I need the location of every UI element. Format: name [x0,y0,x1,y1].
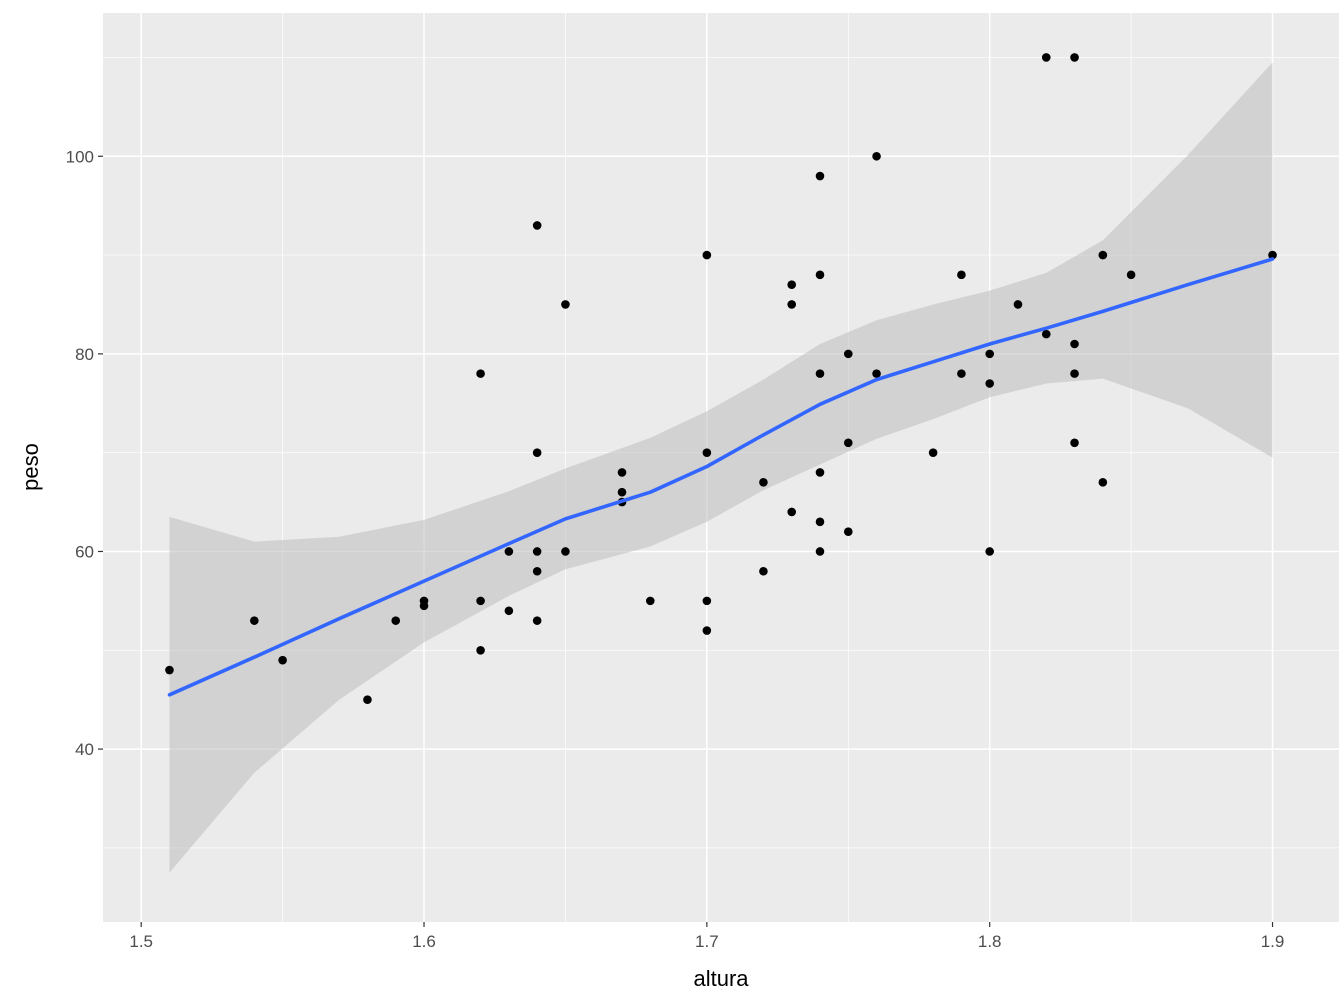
y-axis-title: peso [18,443,43,491]
data-point [532,566,542,576]
confidence-band [169,62,1273,873]
data-point [1041,53,1051,62]
data-point [476,596,485,606]
data-point [278,655,287,665]
data-point [532,547,542,556]
data-point [759,478,768,487]
data-point [815,468,825,477]
data-point [1268,250,1277,260]
data-point [1013,300,1023,309]
data-point [702,596,712,606]
data-point [957,270,966,280]
data-point [872,369,881,378]
data-point [391,616,401,625]
data-point [617,487,627,497]
data-point [476,645,485,655]
data-point [532,448,542,457]
data-point [787,300,797,309]
data-point [1098,478,1108,487]
data-point [985,379,994,388]
data-point [504,547,514,556]
data-point [645,596,655,606]
data-point [165,665,174,675]
data-point [815,517,825,527]
data-point [419,601,429,611]
data-point [815,171,825,181]
data-point [787,507,797,517]
data-point [504,606,514,616]
data-point [532,221,542,230]
x-axis-title: altura [693,966,749,991]
data-point [702,448,712,457]
data-point [815,547,825,556]
y-tick-label: 40 [75,740,94,759]
data-point [363,695,372,704]
data-point [1041,329,1051,339]
data-point [985,349,994,359]
x-tick-label: 1.9 [1261,932,1285,951]
y-tick-label: 100 [66,147,94,166]
data-point [702,626,712,635]
data-point [1070,339,1079,349]
data-point [872,151,881,161]
axis-ticks [98,155,1274,927]
data-point [702,250,712,260]
x-tick-label: 1.6 [412,932,436,951]
data-point [759,566,768,576]
data-point [1126,270,1136,280]
data-point [1098,250,1108,260]
data-point [928,448,938,457]
data-point [957,369,966,378]
data-point [843,349,853,359]
data-point [1070,438,1079,448]
data-point [1070,369,1079,378]
x-tick-label: 1.7 [695,932,719,951]
x-tick-labels: 1.5 1.6 1.7 1.8 1.9 [129,932,1284,951]
data-point [1070,53,1079,62]
data-point [561,547,570,556]
data-point [815,270,825,280]
data-point [250,616,259,625]
x-tick-label: 1.5 [129,932,153,951]
data-point [787,280,797,290]
smooth-trend-line [167,257,1275,697]
data-point [985,547,994,556]
data-point [532,616,542,625]
data-point [843,438,853,448]
data-point [561,300,570,309]
y-tick-label: 80 [75,345,94,364]
data-point [815,369,825,378]
y-tick-labels: 40 60 80 100 [66,147,94,759]
data-point [476,369,485,378]
y-tick-label: 60 [75,542,94,561]
x-tick-label: 1.8 [978,932,1002,951]
data-point [843,527,853,537]
data-point [617,468,627,477]
